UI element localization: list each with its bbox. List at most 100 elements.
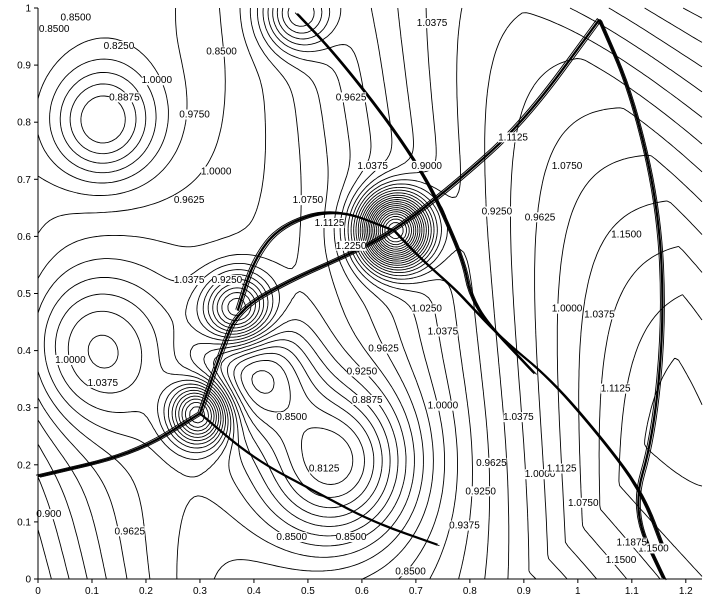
contour-line (37, 7, 383, 580)
contour-label: 1.1125 (315, 218, 345, 229)
contour-label: 1.0375 (503, 412, 534, 423)
contour-line (372, 205, 421, 256)
x-tick-label: 1 (575, 586, 581, 597)
shock-front-band (298, 14, 537, 375)
x-ticks: 0 0.1 0.2 0.3 0.4 0.5 0.6 0.7 0.8 0.9 1 1.1 1.2 (35, 579, 693, 597)
contour-label: 0.8500 (60, 12, 91, 23)
contour-label-bg (33, 509, 64, 520)
contour-line (59, 71, 354, 485)
contour-label-bg (201, 166, 232, 177)
contour-label: 0.900 (36, 509, 61, 520)
x-tick-label: 0.2 (139, 586, 153, 597)
contour-label: 0.8875 (109, 92, 140, 103)
x-tick-label: 0.8 (463, 586, 477, 597)
contour-label-bg (352, 394, 383, 405)
contour-label: 1.1125 (547, 464, 577, 475)
x-tick-label: 0.9 (517, 586, 531, 597)
shock-front (199, 412, 438, 546)
x-tick-label: 0.6 (355, 586, 369, 597)
contour-label-bg (449, 520, 480, 531)
x-tick-label: 0.1 (85, 586, 99, 597)
y-tick-label: 0.1 (17, 517, 31, 528)
contour-line (171, 7, 703, 580)
contour-label-bg (498, 132, 529, 143)
contour-label-bg (39, 23, 70, 34)
contour-label: 0.9625 (476, 458, 507, 469)
contour-label-bg (411, 160, 442, 171)
contour-label-bg (357, 160, 388, 171)
contour-label-bg (638, 543, 669, 554)
contour-label-bg (546, 463, 577, 474)
shock-front-band (39, 414, 203, 478)
contour-label-bg (206, 46, 237, 57)
y-tick-label: 0.8 (17, 118, 31, 129)
contour-line (37, 7, 391, 580)
contour-label: 1.0000 (141, 75, 172, 86)
contour-label-bg (211, 275, 242, 286)
contour-label-bg (503, 412, 534, 423)
contour-label-bg (314, 217, 345, 228)
shock-front-band (294, 12, 533, 373)
x-tick-label: 0.4 (247, 586, 261, 597)
shock-front-band (391, 229, 663, 550)
contour-line (377, 211, 415, 250)
contour-label-bg (476, 457, 507, 468)
contour-label: 0.8500 (276, 412, 307, 423)
shock-front-band (239, 213, 397, 312)
y-tick-label: 0.5 (17, 289, 31, 300)
contour-label-bg (336, 240, 367, 251)
contour-line (175, 7, 703, 580)
contour-line (374, 207, 419, 254)
contour-label-bg (114, 526, 145, 537)
contour-label: 0.9250 (347, 366, 378, 377)
contour-label: 0.9375 (449, 521, 480, 532)
contour-label-bg (611, 229, 642, 240)
contour-label-bg (87, 377, 118, 388)
contour-label: 0.8500 (276, 532, 307, 543)
contour-label: 0.9625 (174, 195, 205, 206)
contour-label-bg (309, 463, 340, 474)
contour-label-bg (417, 18, 448, 29)
contour-label: 1.0375 (584, 309, 615, 320)
contour-label: 1.1875 (617, 538, 648, 549)
contour-label: 0.9625 (368, 344, 399, 355)
contour-label-bg (481, 206, 512, 217)
contour-line (381, 215, 410, 246)
contour-label-bg (525, 212, 556, 223)
contour-label-bg (395, 566, 426, 577)
contour-label: 0.8500 (206, 47, 237, 58)
contour-label-bg (292, 195, 323, 206)
y-tick-label: 0.9 (17, 61, 31, 72)
shock-front-band (235, 211, 393, 310)
y-tick-label: 0.3 (17, 403, 31, 414)
contour-label-bg (600, 383, 631, 394)
contour-label-bg (346, 366, 377, 377)
contour-label: 1.0000 (201, 167, 232, 178)
contour-label: 0.8125 (309, 464, 340, 475)
contour-label-bg (606, 554, 637, 565)
contour-label-bg (60, 12, 91, 23)
x-tick-label: 0.5 (301, 586, 315, 597)
shock-front-band (601, 20, 667, 581)
y-tick-label: 0.2 (17, 460, 31, 471)
shock-front (236, 211, 395, 311)
contour-label: 1.1125 (498, 132, 528, 143)
contour-label: 0.9000 (411, 161, 442, 172)
contour-label-bg (411, 303, 442, 314)
contour-lines (37, 7, 703, 580)
contour-label-bg (109, 92, 140, 103)
contour-label-bg (525, 469, 556, 480)
shock-front-band (35, 412, 199, 476)
contour-label-bg (276, 532, 307, 543)
contour-label: 0.8875 (352, 395, 383, 406)
contour-label: 0.9250 (482, 207, 513, 218)
contour-line (181, 58, 703, 580)
y-tick-label: 0.4 (17, 346, 31, 357)
shock-front (296, 12, 536, 375)
shock-front (37, 412, 201, 478)
contour-label: 0.9250 (465, 486, 496, 497)
contour-label-bg (552, 303, 583, 314)
contour-label: 0.9750 (179, 109, 210, 120)
contour-line (69, 83, 275, 394)
